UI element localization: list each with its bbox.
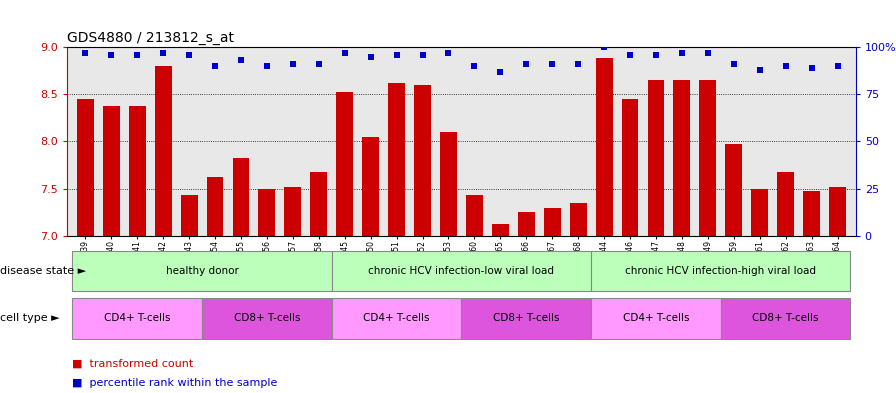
Bar [73, 298, 202, 339]
Bar [700, 80, 716, 236]
Text: chronic HCV infection-high viral load: chronic HCV infection-high viral load [625, 266, 816, 276]
Bar [207, 177, 223, 236]
Bar [284, 187, 301, 236]
Bar [591, 298, 720, 339]
Text: CD4+ T-cells: CD4+ T-cells [104, 313, 170, 323]
Bar [596, 59, 613, 236]
Bar [258, 189, 275, 236]
Bar [155, 66, 172, 236]
Bar [233, 158, 249, 236]
Bar [674, 80, 690, 236]
Bar [310, 172, 327, 236]
Bar [726, 144, 742, 236]
Text: healthy donor: healthy donor [166, 266, 238, 276]
Bar [648, 80, 665, 236]
Bar [129, 106, 146, 236]
Bar [440, 132, 457, 236]
Text: GDS4880 / 213812_s_at: GDS4880 / 213812_s_at [67, 31, 234, 45]
Bar [388, 83, 405, 236]
Text: disease state ►: disease state ► [0, 266, 86, 276]
Bar [751, 189, 768, 236]
Bar [829, 187, 846, 236]
Text: CD4+ T-cells: CD4+ T-cells [364, 313, 430, 323]
Bar [803, 191, 820, 236]
Bar [414, 85, 431, 236]
Text: CD8+ T-cells: CD8+ T-cells [493, 313, 559, 323]
Bar [73, 251, 332, 292]
Bar [720, 298, 850, 339]
Bar [332, 298, 461, 339]
Bar [103, 106, 120, 236]
Bar [181, 195, 197, 236]
Bar [362, 137, 379, 236]
Text: CD8+ T-cells: CD8+ T-cells [234, 313, 300, 323]
Text: cell type ►: cell type ► [0, 313, 60, 323]
Bar [570, 203, 587, 236]
Bar [202, 298, 332, 339]
Bar [332, 251, 591, 292]
Bar [336, 92, 353, 236]
Bar [466, 195, 483, 236]
Text: CD8+ T-cells: CD8+ T-cells [753, 313, 819, 323]
Text: CD4+ T-cells: CD4+ T-cells [623, 313, 689, 323]
Text: chronic HCV infection-low viral load: chronic HCV infection-low viral load [368, 266, 555, 276]
Bar [591, 251, 850, 292]
Bar [777, 172, 794, 236]
Text: ■  percentile rank within the sample: ■ percentile rank within the sample [72, 378, 277, 388]
Bar [518, 212, 535, 236]
Bar [492, 224, 509, 236]
Bar [622, 99, 639, 236]
Bar [544, 208, 561, 236]
Bar [461, 298, 591, 339]
Text: ■  transformed count: ■ transformed count [72, 358, 193, 369]
Bar [77, 99, 94, 236]
